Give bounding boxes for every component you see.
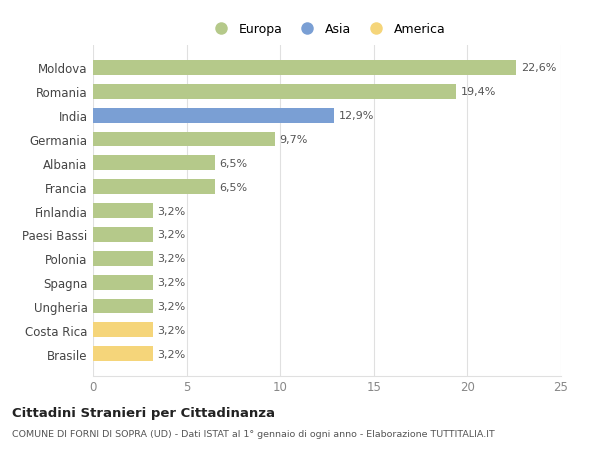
- Text: 3,2%: 3,2%: [158, 349, 186, 359]
- Text: 6,5%: 6,5%: [220, 182, 247, 192]
- Text: 3,2%: 3,2%: [158, 230, 186, 240]
- Legend: Europa, Asia, America: Europa, Asia, America: [205, 19, 449, 39]
- Text: 9,7%: 9,7%: [279, 135, 308, 145]
- Bar: [93, 252, 153, 266]
- Text: 3,2%: 3,2%: [158, 302, 186, 311]
- Text: 6,5%: 6,5%: [220, 158, 247, 168]
- Bar: [93, 108, 334, 123]
- Text: 3,2%: 3,2%: [158, 278, 186, 287]
- Bar: [93, 347, 153, 361]
- Bar: [93, 323, 153, 337]
- Bar: [93, 85, 456, 100]
- Bar: [93, 275, 153, 290]
- Bar: [93, 156, 215, 171]
- Bar: [93, 132, 275, 147]
- Bar: [93, 180, 215, 195]
- Text: 3,2%: 3,2%: [158, 325, 186, 335]
- Text: 22,6%: 22,6%: [521, 63, 556, 73]
- Text: 3,2%: 3,2%: [158, 254, 186, 264]
- Text: 19,4%: 19,4%: [461, 87, 496, 97]
- Text: 12,9%: 12,9%: [339, 111, 374, 121]
- Text: COMUNE DI FORNI DI SOPRA (UD) - Dati ISTAT al 1° gennaio di ogni anno - Elaboraz: COMUNE DI FORNI DI SOPRA (UD) - Dati IST…: [12, 429, 495, 438]
- Bar: [93, 299, 153, 314]
- Bar: [93, 204, 153, 218]
- Bar: [93, 228, 153, 242]
- Bar: [93, 61, 516, 76]
- Text: Cittadini Stranieri per Cittadinanza: Cittadini Stranieri per Cittadinanza: [12, 406, 275, 419]
- Text: 3,2%: 3,2%: [158, 206, 186, 216]
